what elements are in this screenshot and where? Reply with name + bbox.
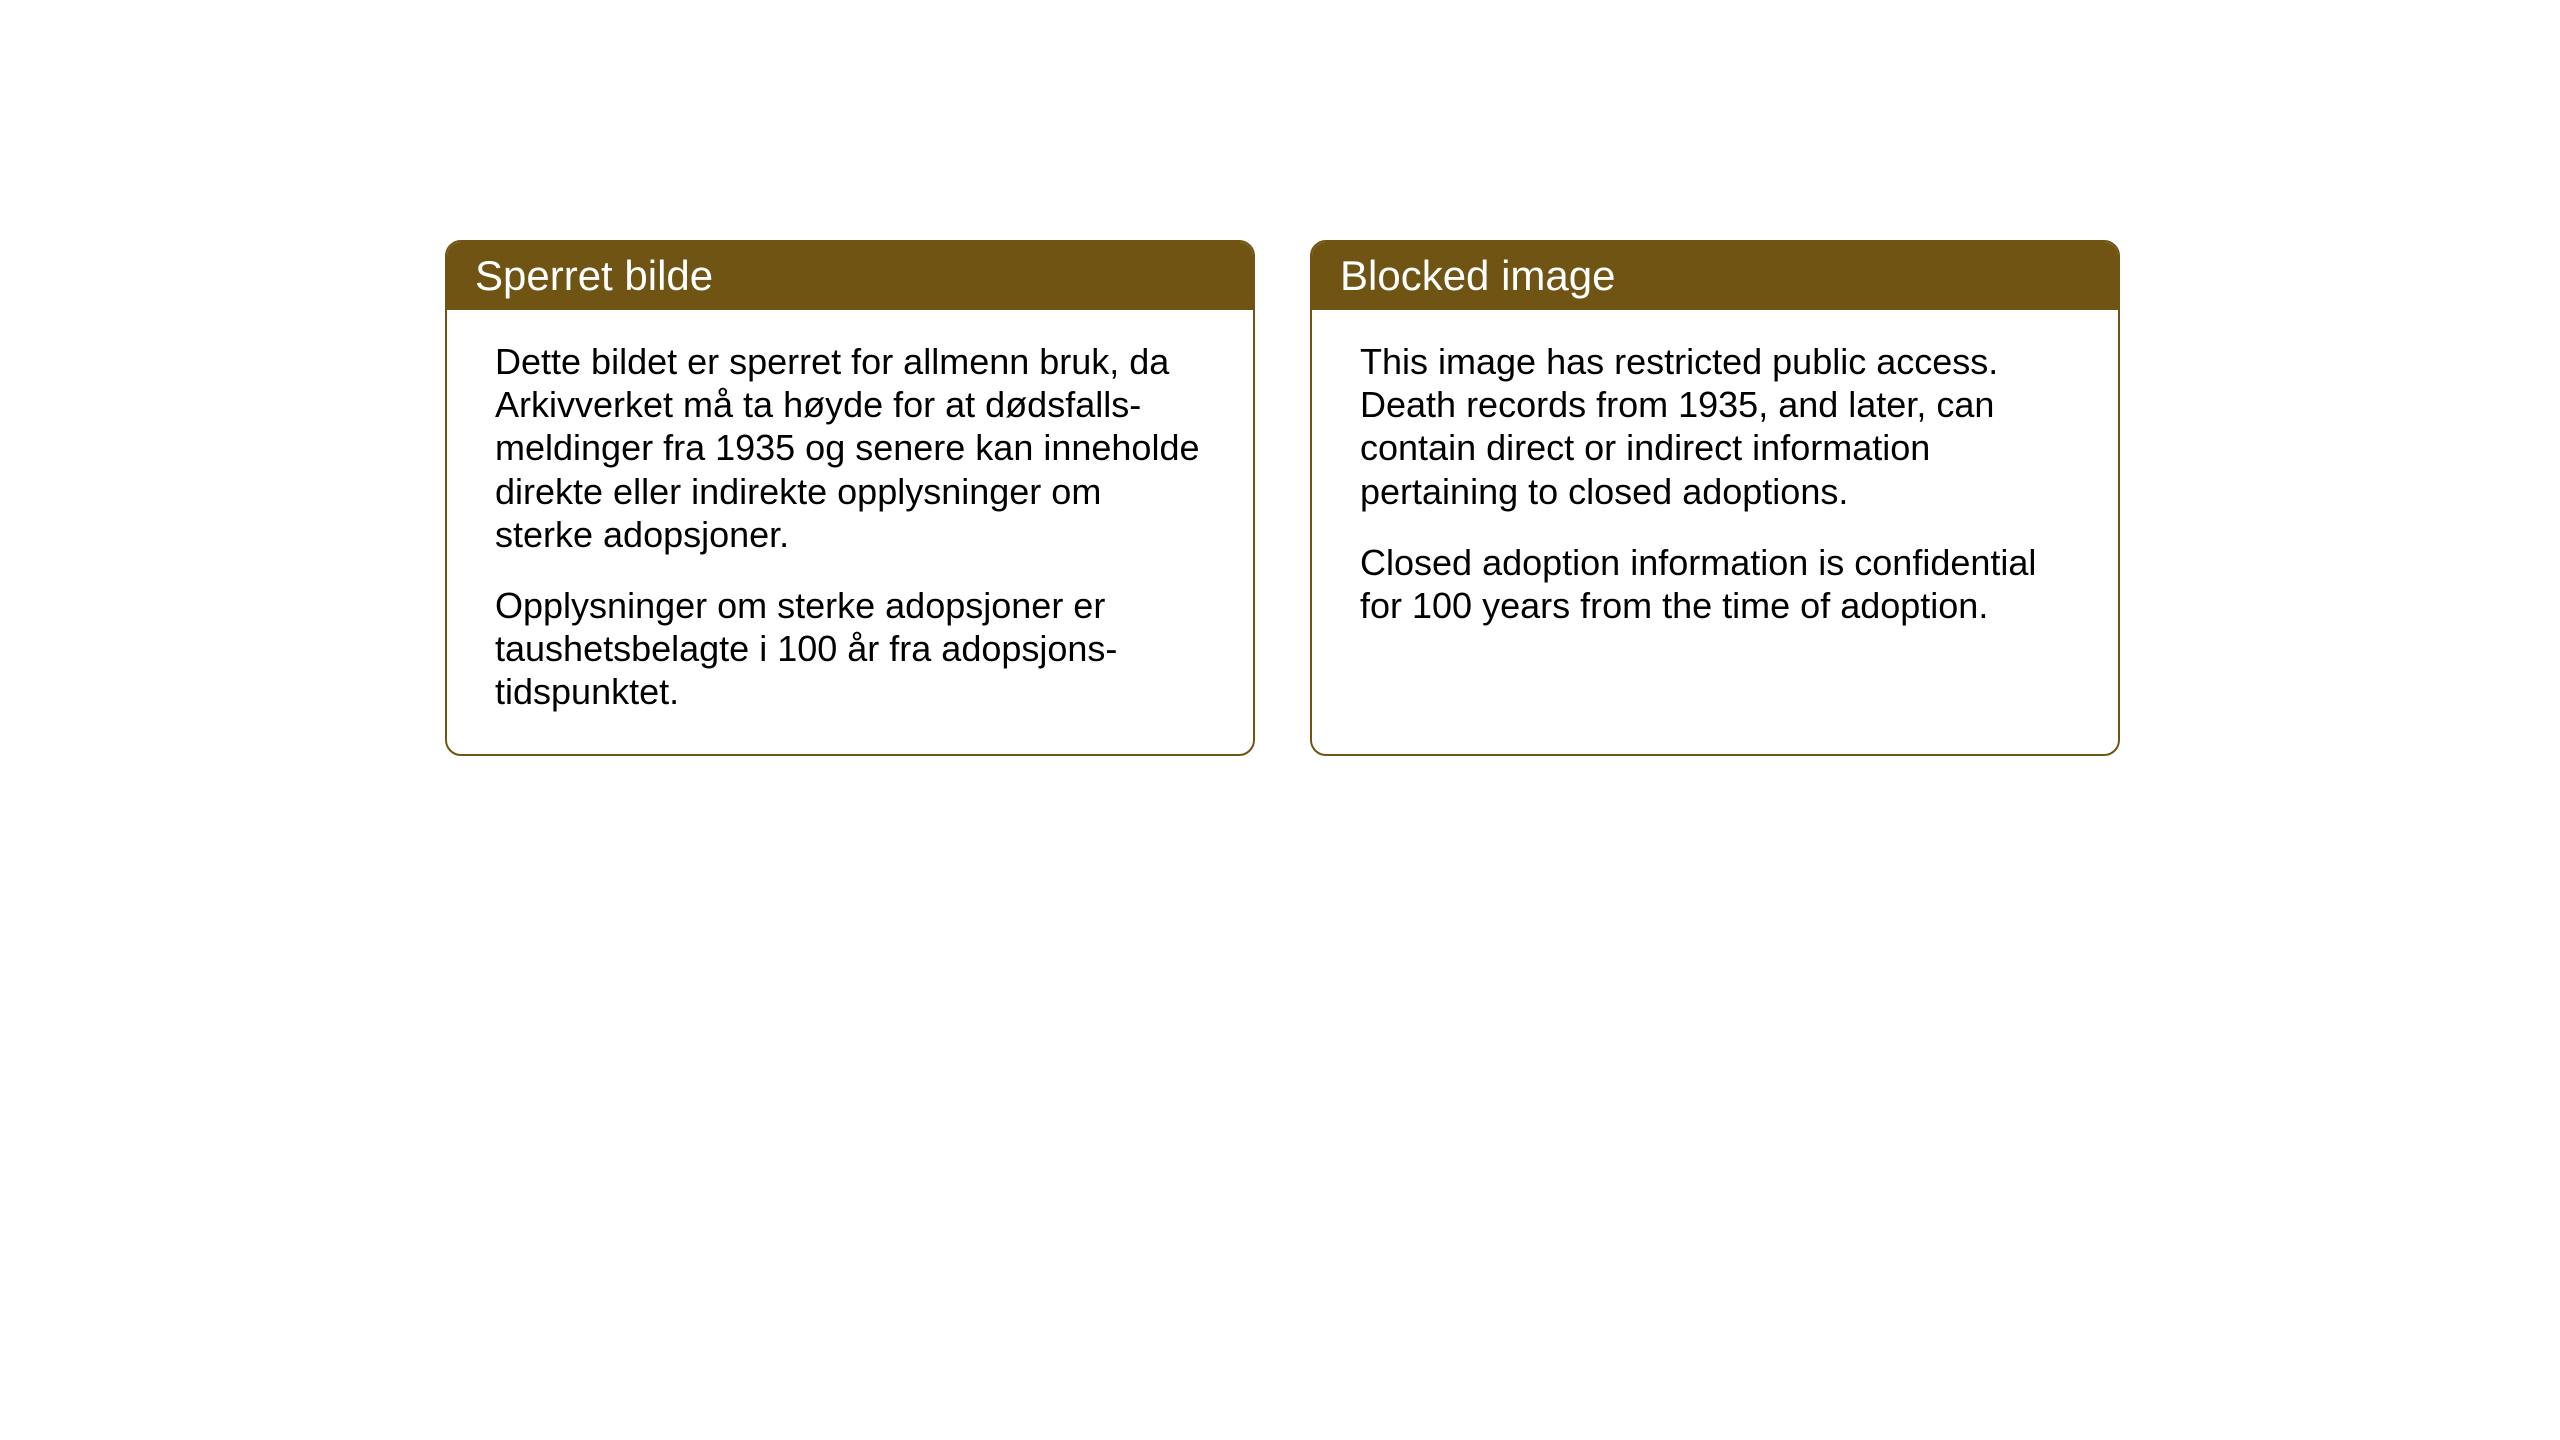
card-paragraph-norwegian-2: Opplysninger om sterke adopsjoner er tau…: [495, 584, 1205, 714]
card-header-english: Blocked image: [1312, 242, 2118, 310]
card-paragraph-norwegian-1: Dette bildet er sperret for allmenn bruk…: [495, 340, 1205, 556]
card-title-english: Blocked image: [1340, 252, 1615, 299]
card-paragraph-english-1: This image has restricted public access.…: [1360, 340, 2070, 513]
card-body-english: This image has restricted public access.…: [1312, 310, 2118, 667]
cards-container: Sperret bilde Dette bildet er sperret fo…: [445, 240, 2120, 756]
notice-card-norwegian: Sperret bilde Dette bildet er sperret fo…: [445, 240, 1255, 756]
card-title-norwegian: Sperret bilde: [475, 252, 713, 299]
card-header-norwegian: Sperret bilde: [447, 242, 1253, 310]
card-paragraph-english-2: Closed adoption information is confident…: [1360, 541, 2070, 627]
card-body-norwegian: Dette bildet er sperret for allmenn bruk…: [447, 310, 1253, 754]
notice-card-english: Blocked image This image has restricted …: [1310, 240, 2120, 756]
